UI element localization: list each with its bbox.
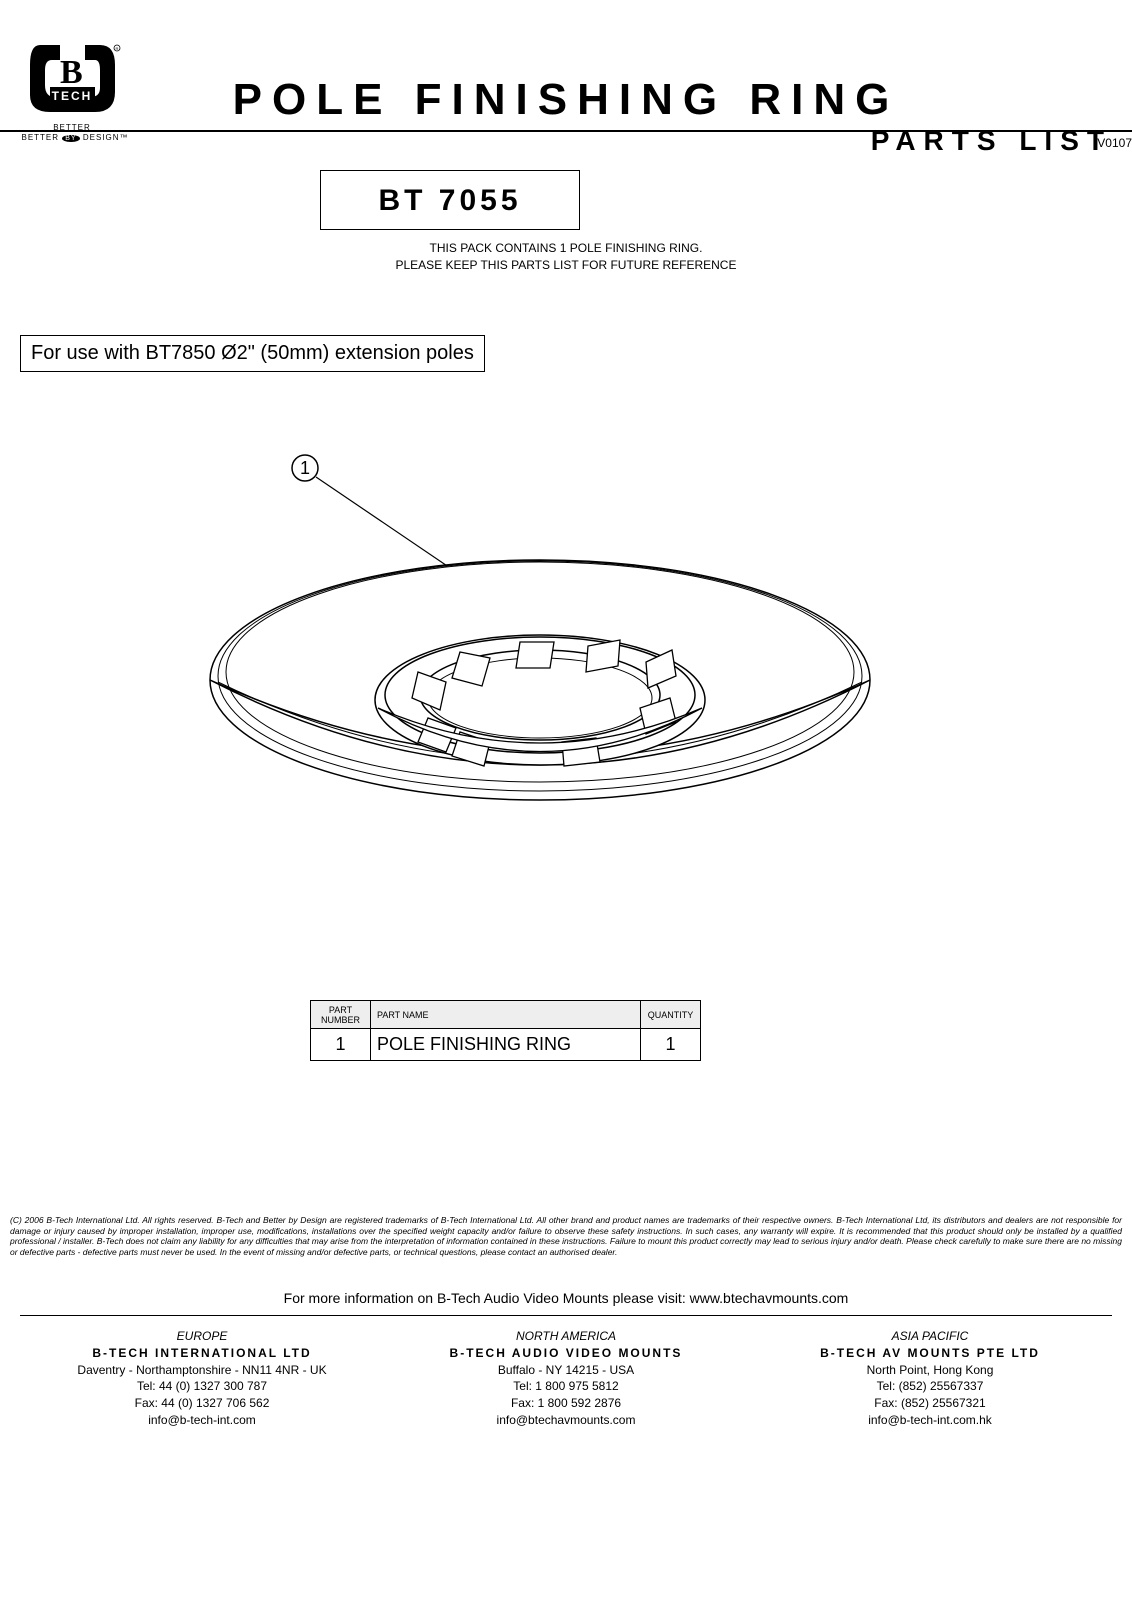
pack-line-1: THIS PACK CONTAINS 1 POLE FINISHING RING… <box>0 240 1132 257</box>
cell-part-name: POLE FINISHING RING <box>371 1029 641 1061</box>
part-diagram: 1 <box>160 450 920 950</box>
email: info@b-tech-int.com.hk <box>748 1412 1112 1429</box>
email: info@b-tech-int.com <box>20 1412 384 1429</box>
address: Buffalo - NY 14215 - USA <box>384 1362 748 1379</box>
email: info@btechavmounts.com <box>384 1412 748 1429</box>
more-info-text: For more information on B-Tech Audio Vid… <box>0 1290 1132 1306</box>
region-label: NORTH AMERICA <box>384 1328 748 1345</box>
cell-part-number: 1 <box>311 1029 371 1061</box>
usage-note: For use with BT7850 Ø2" (50mm) extension… <box>20 335 485 372</box>
tel: Tel: (852) 25567337 <box>748 1378 1112 1395</box>
header-rule <box>0 130 1132 132</box>
model-number-box: BT 7055 <box>320 170 580 230</box>
tel: Tel: 44 (0) 1327 300 787 <box>20 1378 384 1395</box>
th-part-number: PART NUMBER <box>311 1001 371 1029</box>
company-name: B-TECH AV MOUNTS PTE LTD <box>748 1345 1112 1362</box>
table-row: 1 POLE FINISHING RING 1 <box>311 1029 701 1061</box>
th-quantity: QUANTITY <box>641 1001 701 1029</box>
pack-contents-text: THIS PACK CONTAINS 1 POLE FINISHING RING… <box>0 240 1132 274</box>
pack-line-2: PLEASE KEEP THIS PARTS LIST FOR FUTURE R… <box>0 257 1132 274</box>
page-title: POLE FINISHING RING <box>20 75 1112 125</box>
footer-rule <box>20 1315 1112 1316</box>
footer-europe: EUROPE B-TECH INTERNATIONAL LTD Daventry… <box>20 1328 384 1429</box>
cell-quantity: 1 <box>641 1029 701 1061</box>
fax: Fax: 44 (0) 1327 706 562 <box>20 1395 384 1412</box>
parts-table: PART NUMBER PART NAME QUANTITY 1 POLE FI… <box>310 1000 701 1061</box>
legal-text: (C) 2006 B-Tech International Ltd. All r… <box>10 1215 1122 1258</box>
region-label: EUROPE <box>20 1328 384 1345</box>
address: Daventry - Northamptonshire - NN11 4NR -… <box>20 1362 384 1379</box>
svg-text:R: R <box>116 46 119 51</box>
footer-asia-pacific: ASIA PACIFIC B-TECH AV MOUNTS PTE LTD No… <box>748 1328 1112 1429</box>
tel: Tel: 1 800 975 5812 <box>384 1378 748 1395</box>
footer-north-america: NORTH AMERICA B-TECH AUDIO VIDEO MOUNTS … <box>384 1328 748 1429</box>
version-label: V0107 <box>1097 136 1132 150</box>
th-part-name: PART NAME <box>371 1001 641 1029</box>
address: North Point, Hong Kong <box>748 1362 1112 1379</box>
region-label: ASIA PACIFIC <box>748 1328 1112 1345</box>
fax: Fax: 1 800 592 2876 <box>384 1395 748 1412</box>
company-name: B-TECH INTERNATIONAL LTD <box>20 1345 384 1362</box>
footer-contacts: EUROPE B-TECH INTERNATIONAL LTD Daventry… <box>20 1328 1112 1429</box>
company-name: B-TECH AUDIO VIDEO MOUNTS <box>384 1345 748 1362</box>
callout-number: 1 <box>300 458 310 478</box>
fax: Fax: (852) 25567321 <box>748 1395 1112 1412</box>
